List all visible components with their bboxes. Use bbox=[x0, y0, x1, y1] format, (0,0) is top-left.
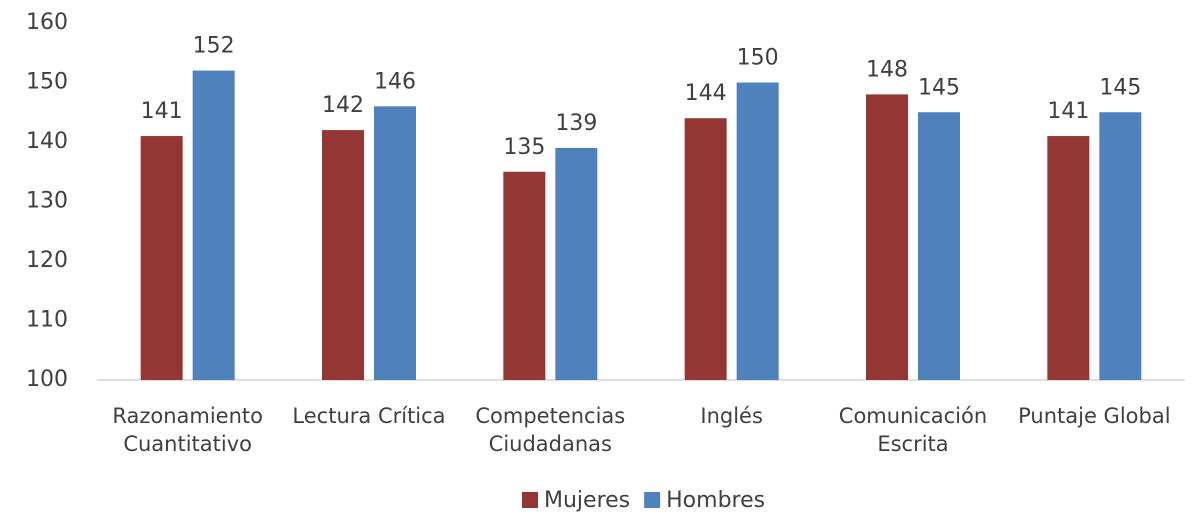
y-tick-label: 150 bbox=[26, 70, 68, 95]
data-label: 141 bbox=[141, 99, 183, 124]
x-tick-label: Razonamiento Cuantitativo bbox=[112, 404, 263, 456]
bar bbox=[918, 112, 960, 380]
x-tick-label: Lectura Crítica bbox=[292, 404, 446, 428]
bar bbox=[555, 147, 598, 380]
data-label: 145 bbox=[918, 75, 960, 100]
bar bbox=[736, 82, 779, 380]
bar bbox=[684, 118, 727, 380]
data-label: 146 bbox=[374, 69, 416, 94]
data-label: 142 bbox=[322, 93, 364, 118]
bar bbox=[140, 136, 183, 380]
legend-label: Mujeres bbox=[544, 488, 630, 513]
bar bbox=[866, 94, 908, 381]
y-tick-label: 160 bbox=[26, 10, 68, 35]
data-label: 139 bbox=[555, 111, 597, 136]
y-tick-label: 130 bbox=[26, 189, 68, 214]
x-tick-label: Puntaje Global bbox=[1018, 404, 1171, 428]
y-tick-label: 100 bbox=[26, 367, 68, 392]
data-label: 141 bbox=[1047, 99, 1089, 124]
x-tick-label: Comunicación Escrita bbox=[838, 404, 988, 456]
bar bbox=[1047, 136, 1090, 380]
bar bbox=[1099, 112, 1142, 380]
y-tick-label: 120 bbox=[26, 248, 68, 273]
data-label: 148 bbox=[866, 57, 908, 82]
data-label: 135 bbox=[503, 135, 545, 160]
legend-swatch bbox=[644, 492, 661, 508]
bar bbox=[322, 130, 364, 380]
y-tick-label: 110 bbox=[26, 308, 68, 333]
bar bbox=[503, 171, 546, 380]
y-tick-label: 140 bbox=[26, 129, 68, 154]
data-label: 150 bbox=[737, 46, 779, 71]
data-label: 145 bbox=[1099, 75, 1141, 100]
x-tick-label: Inglés bbox=[700, 404, 763, 428]
data-label: 144 bbox=[685, 81, 727, 106]
data-label: 152 bbox=[193, 34, 235, 59]
x-tick-label: Competencias Ciudadanas bbox=[475, 404, 626, 456]
legend-label: Hombres bbox=[666, 488, 765, 513]
bar bbox=[374, 106, 416, 381]
bar bbox=[192, 70, 235, 380]
legend-swatch bbox=[522, 492, 538, 508]
